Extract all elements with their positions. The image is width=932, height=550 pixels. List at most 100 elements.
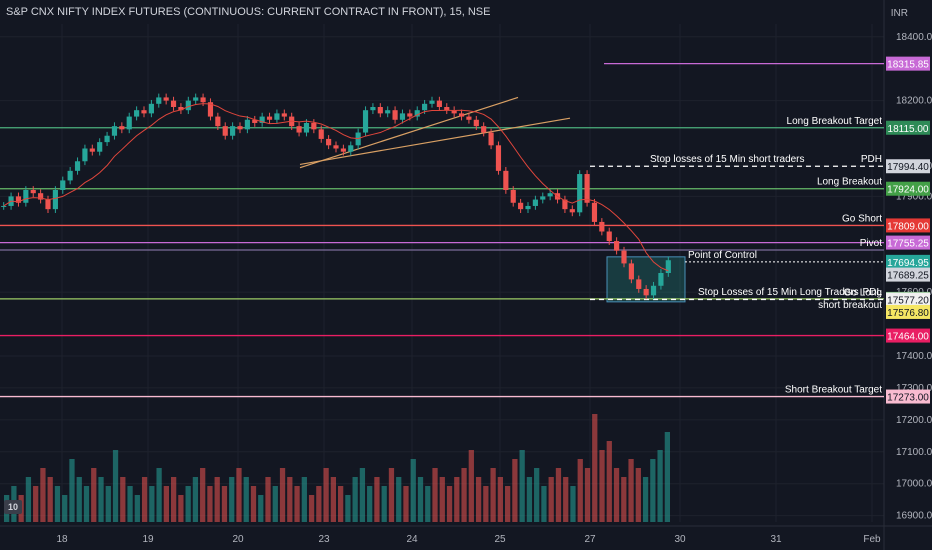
x-tick-label: 31: [770, 534, 782, 545]
candle-body: [340, 148, 346, 152]
volume-bar: [62, 495, 68, 522]
volume-bar: [548, 477, 554, 522]
level-label: Go Short: [842, 213, 882, 224]
volume-bar: [330, 477, 336, 522]
annotation-label: Point of Control: [688, 250, 757, 261]
volume-bar: [272, 486, 278, 522]
candle-body: [466, 116, 472, 120]
volume-bar: [279, 468, 286, 522]
price-badge: [886, 254, 930, 269]
price-badge: [886, 292, 930, 307]
candle-body: [30, 190, 36, 194]
candle-body: [495, 145, 502, 171]
volume-bar: [613, 468, 620, 522]
candle-body: [451, 110, 457, 114]
volume-bar: [621, 477, 627, 522]
volume-bar: [505, 486, 511, 522]
volume-bar: [374, 477, 380, 522]
x-tick-label: 30: [674, 534, 686, 545]
candle-body: [377, 107, 383, 114]
candle-body: [422, 103, 428, 111]
candle-body: [414, 110, 420, 117]
price-badge-label: 17577.20: [887, 295, 929, 306]
candle-body: [207, 102, 214, 117]
volume-bar: [105, 486, 111, 522]
candle-body: [370, 107, 376, 111]
candle-body: [178, 107, 184, 111]
y-tick-label: 18200.00: [896, 96, 932, 107]
price-badge-label: 17694.95: [887, 258, 929, 269]
candle-body: [45, 199, 51, 210]
price-badge: [886, 56, 930, 71]
volume-bar: [200, 468, 206, 522]
candle-body: [510, 190, 516, 203]
candle-body: [244, 119, 250, 130]
y-tick-label: 17300.00: [896, 383, 932, 394]
candle-body: [163, 97, 169, 101]
candle-body: [215, 116, 221, 127]
volume-bar: [555, 468, 562, 522]
volume-bar: [163, 486, 169, 522]
candle-body: [148, 103, 154, 114]
candle-body: [104, 135, 110, 143]
x-tick-label: 18: [56, 534, 68, 545]
volume-bar: [134, 495, 140, 522]
volume-bar: [541, 486, 547, 522]
candle-body: [237, 126, 243, 130]
volume-bar: [381, 486, 387, 522]
volume-bar: [570, 486, 576, 522]
volume-bar: [120, 477, 126, 522]
volume-bar: [338, 486, 344, 522]
candle-body: [525, 205, 531, 210]
volume-bar: [519, 450, 525, 522]
chart-title: S&P CNX NIFTY INDEX FUTURES (CONTINUOUS:…: [6, 6, 491, 18]
volume-bar: [475, 477, 482, 522]
volume-bar: [606, 441, 612, 522]
volume-bar: [664, 432, 670, 522]
candle-body: [636, 279, 642, 289]
volume-bar: [229, 477, 235, 522]
volume-bar: [563, 477, 569, 522]
volume-bar: [497, 477, 503, 522]
candle-body: [252, 119, 258, 123]
candle-body: [392, 110, 398, 120]
candle-body: [518, 202, 524, 210]
candle-body: [156, 97, 162, 104]
volume-bar: [628, 459, 634, 522]
volume-bar: [83, 486, 90, 522]
price-badge: [886, 181, 930, 196]
candle-body: [333, 145, 339, 149]
candle-body: [584, 174, 590, 203]
volume-bar: [156, 468, 162, 522]
volume-bar: [214, 477, 220, 522]
volume-bar: [301, 477, 307, 522]
level-label: Pivot: [860, 238, 882, 249]
price-badge-label: 18115.00: [888, 124, 929, 135]
x-tick-label: 19: [142, 534, 154, 545]
level-label: PDL: [863, 287, 883, 298]
price-badge-label: 18315.85: [887, 60, 929, 71]
price-badge: [886, 304, 930, 319]
price-badge-label: 17689.25: [887, 271, 929, 282]
volume-bar: [439, 477, 445, 522]
candle-body: [658, 273, 664, 286]
volume-bar: [592, 414, 598, 522]
price-badge-label: 17755.25: [887, 239, 929, 250]
x-tick-label: 27: [584, 534, 596, 545]
candle-body: [540, 196, 546, 200]
volume-bar: [243, 477, 249, 522]
tradingview-logo[interactable]: 10: [4, 500, 22, 514]
candle-body: [222, 126, 228, 136]
candle-body: [23, 190, 29, 203]
volume-bar: [54, 486, 61, 522]
volume-bar: [294, 486, 300, 522]
price-badge: [886, 120, 930, 135]
x-tick-label: 25: [494, 534, 506, 545]
volume-bar: [534, 468, 540, 522]
trendline: [299, 117, 571, 166]
candle-body: [38, 193, 44, 200]
candle-body: [503, 170, 509, 190]
price-badge: [886, 267, 930, 282]
candle-body: [230, 126, 236, 136]
